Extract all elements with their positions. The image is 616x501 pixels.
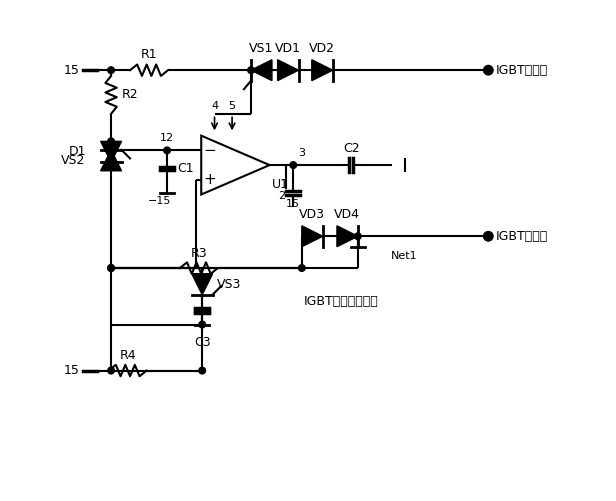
Text: D1: D1 xyxy=(69,145,86,158)
Circle shape xyxy=(108,138,115,145)
Text: −15: −15 xyxy=(148,196,172,206)
Text: 12: 12 xyxy=(160,133,174,143)
Text: C2: C2 xyxy=(343,142,360,155)
Text: C3: C3 xyxy=(194,336,211,349)
Circle shape xyxy=(108,147,115,154)
Text: 5: 5 xyxy=(229,102,235,111)
Text: 15: 15 xyxy=(64,64,79,77)
Polygon shape xyxy=(100,150,121,171)
Text: IGBT发射极: IGBT发射极 xyxy=(495,230,548,243)
Text: 4: 4 xyxy=(211,102,218,111)
Text: VD2: VD2 xyxy=(309,42,335,55)
Text: VS1: VS1 xyxy=(249,42,274,55)
Circle shape xyxy=(108,265,115,272)
Text: IGBT集电极: IGBT集电极 xyxy=(495,64,548,77)
Circle shape xyxy=(290,162,297,168)
Circle shape xyxy=(164,147,171,154)
Circle shape xyxy=(108,265,115,272)
Text: R3: R3 xyxy=(190,246,207,260)
Circle shape xyxy=(299,265,305,272)
Text: 2: 2 xyxy=(278,191,285,201)
Circle shape xyxy=(484,66,493,75)
Text: +: + xyxy=(203,172,216,187)
Circle shape xyxy=(199,367,206,374)
Text: R2: R2 xyxy=(121,88,138,101)
Text: Net1: Net1 xyxy=(391,251,418,261)
Text: VS3: VS3 xyxy=(217,278,241,291)
Text: IGBT损坏检测信号: IGBT损坏检测信号 xyxy=(303,295,378,308)
Circle shape xyxy=(354,233,361,239)
Circle shape xyxy=(108,367,115,374)
Text: R1: R1 xyxy=(140,48,157,61)
Text: U1: U1 xyxy=(272,178,289,191)
Polygon shape xyxy=(337,226,358,246)
Text: VS2: VS2 xyxy=(60,154,85,167)
Polygon shape xyxy=(312,60,333,81)
Polygon shape xyxy=(192,274,213,295)
Text: C1: C1 xyxy=(177,162,194,175)
Text: R4: R4 xyxy=(120,349,136,362)
Text: VD1: VD1 xyxy=(275,42,301,55)
Text: −: − xyxy=(203,143,216,158)
Text: VD3: VD3 xyxy=(299,208,325,221)
Polygon shape xyxy=(100,141,121,162)
Polygon shape xyxy=(278,60,299,81)
Circle shape xyxy=(108,67,115,74)
Polygon shape xyxy=(251,60,272,81)
Circle shape xyxy=(248,67,254,74)
Circle shape xyxy=(484,231,493,241)
Text: 15: 15 xyxy=(286,199,300,209)
Text: 15: 15 xyxy=(64,364,79,377)
Text: VD4: VD4 xyxy=(334,208,360,221)
Polygon shape xyxy=(302,226,323,246)
Circle shape xyxy=(199,321,206,328)
Text: 3: 3 xyxy=(298,148,305,158)
